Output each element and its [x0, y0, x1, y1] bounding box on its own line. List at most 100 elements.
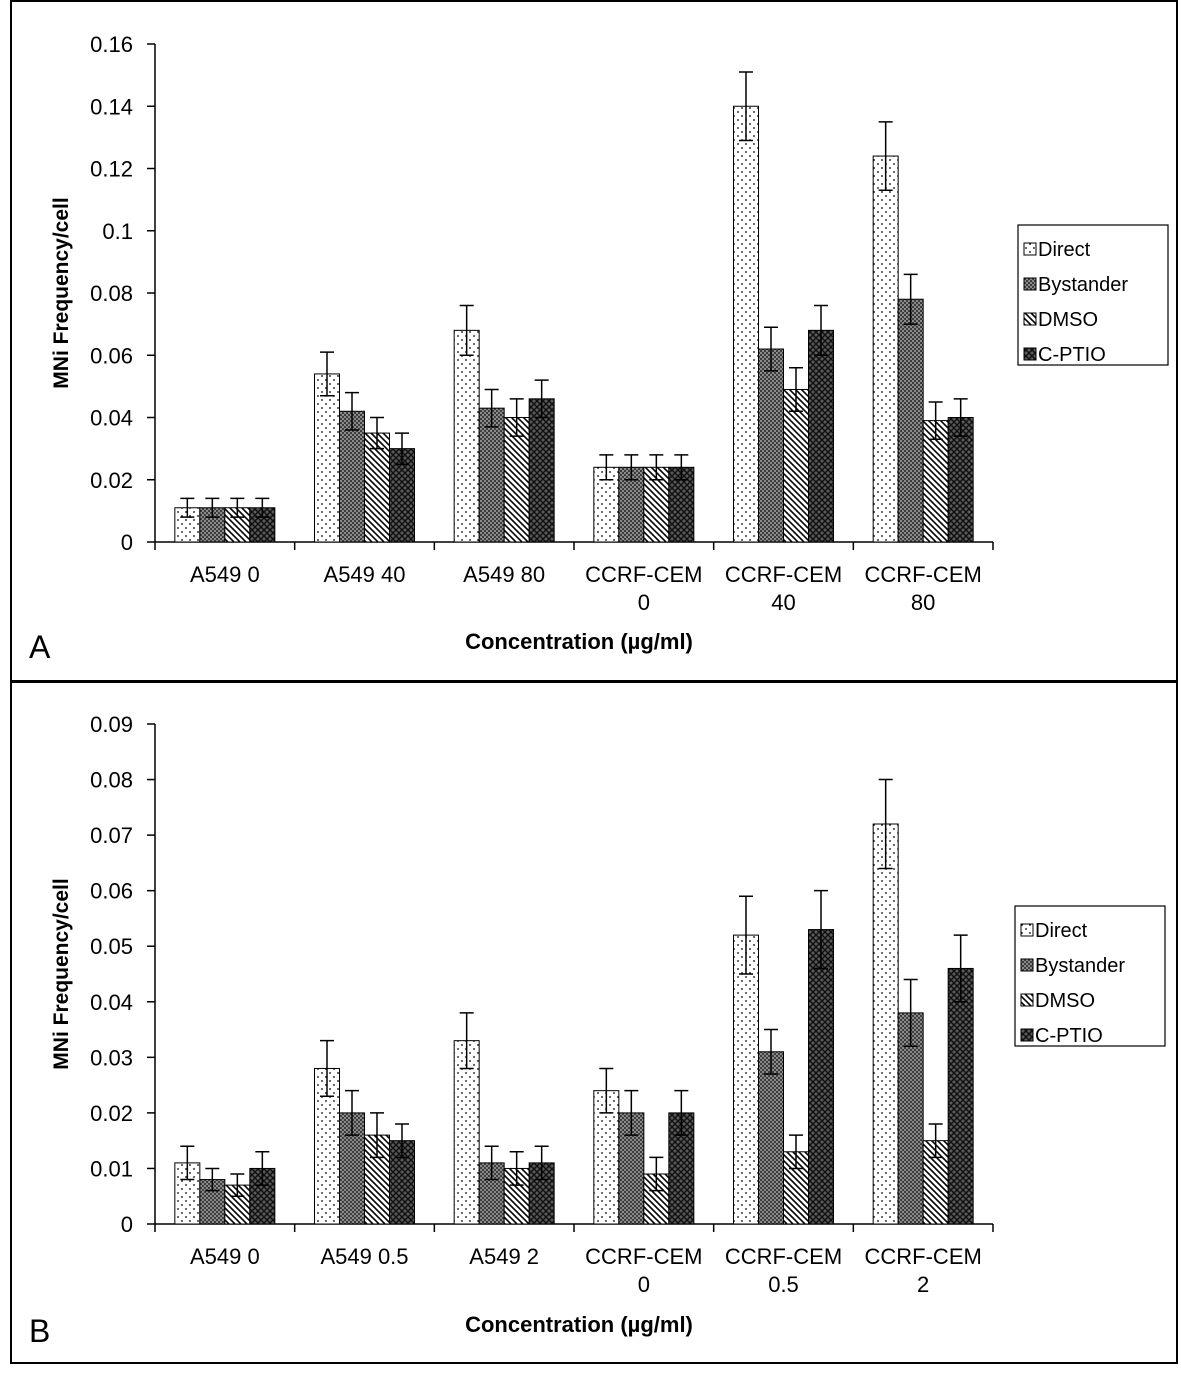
chart-panel-b: 0 0.01 0.02 0.03 0.04 0.05 0.06 0.07 0.08 0.09 A54…	[10, 681, 1178, 1364]
y-tick-label: 0.04	[90, 406, 133, 431]
bar-dmso	[503, 417, 530, 543]
x-tick-label: CCRF-CEM	[725, 1244, 842, 1269]
x-tick-label: A549 0.5	[320, 1244, 408, 1269]
x-tick-label: CCRF-CEM	[585, 562, 702, 587]
y-tick-label: 0.03	[90, 1045, 133, 1070]
error-bar	[789, 366, 803, 413]
x-tick-label: A549 0	[190, 1244, 260, 1269]
chart-panel-a: 0 0.02 0.04 0.06 0.08 0.1 0.12 0.14 0.16 A549 0 A5…	[10, 0, 1178, 682]
x-tick-label: CCRF-CEM	[865, 562, 982, 587]
x-tick-label: A549 80	[463, 562, 545, 587]
bar-bystander	[897, 298, 924, 543]
error-bar	[370, 416, 384, 450]
y-tick-label: 0.07	[90, 823, 133, 848]
x-tick-label: CCRF-CEM	[725, 562, 842, 587]
error-bar	[230, 497, 245, 518]
legend: Direct Bystander DMSO C-PTIO	[1017, 224, 1169, 366]
y-tick-label: 0.12	[90, 157, 133, 182]
x-tick-label: 80	[911, 590, 935, 615]
bar-c-ptio	[808, 329, 834, 543]
error-bar	[509, 1151, 524, 1186]
legend-swatch-c-ptio	[1023, 347, 1037, 361]
error-bar	[953, 934, 968, 1003]
y-tick-label: 0.05	[90, 934, 133, 959]
bar-direct	[872, 155, 899, 543]
legend-entry-bystander: Bystander	[1038, 274, 1128, 296]
error-bar	[903, 273, 918, 325]
error-bar	[345, 1089, 359, 1136]
error-bar	[878, 121, 893, 192]
bar-chart-a: 0 0.02 0.04 0.06 0.08 0.1 0.12 0.14 0.16 A549 0 A5…	[29, 32, 1169, 665]
error-bar	[878, 778, 893, 870]
bar-bystander	[758, 348, 784, 543]
error-bar	[320, 1039, 334, 1097]
legend-swatch-bystander	[1020, 958, 1034, 972]
y-axis-label: MNi Frequency/cell	[50, 197, 73, 388]
error-bar	[764, 326, 778, 372]
error-bar	[180, 497, 195, 518]
error-bar	[484, 1145, 499, 1181]
y-tick-label: 0.06	[90, 343, 133, 368]
bar-dmso	[783, 388, 809, 543]
bar-c-ptio	[947, 967, 974, 1225]
x-tick-label: 0.5	[768, 1272, 799, 1297]
y-tick-label: 0.02	[90, 1101, 133, 1126]
error-bar	[205, 1167, 220, 1192]
legend-entry-dmso: DMSO	[1038, 309, 1098, 331]
bar-dmso	[224, 1184, 251, 1225]
panel-label: B	[29, 1313, 50, 1349]
error-bar	[674, 1089, 689, 1136]
legend-entry-c-ptio: C-PTIO	[1038, 344, 1106, 366]
error-bar	[599, 1067, 614, 1114]
bar-dmso	[364, 432, 390, 543]
error-bar	[928, 1123, 943, 1159]
y-tick-label: 0.04	[90, 990, 133, 1015]
error-bar	[205, 497, 220, 518]
y-tick-label: 0.01	[90, 1156, 133, 1181]
error-bar	[255, 1151, 270, 1186]
x-tick-label: A549 2	[469, 1244, 539, 1269]
error-bar	[370, 1112, 384, 1159]
error-bar	[814, 889, 828, 970]
bar-chart-b: 0 0.01 0.02 0.03 0.04 0.05 0.06 0.07 0.08 0.09 A54…	[29, 712, 1166, 1349]
bar-bystander	[897, 1012, 924, 1225]
error-bar	[649, 1156, 664, 1192]
legend-swatch-direct	[1023, 242, 1037, 256]
bar-direct	[453, 329, 480, 543]
bar-direct	[733, 934, 759, 1225]
bar-dmso	[922, 420, 949, 543]
x-tick-label: 0	[638, 1272, 650, 1297]
y-tick-label: 0.14	[90, 94, 133, 119]
bar-direct	[872, 823, 899, 1225]
legend-entry-dmso: DMSO	[1035, 990, 1095, 1012]
bar-direct	[453, 1040, 480, 1225]
y-tick-label: 0.09	[90, 712, 133, 737]
y-tick-label: 0	[121, 530, 133, 555]
x-axis-label: Concentration (µg/ml)	[465, 629, 693, 654]
y-tick-label: 0.02	[90, 468, 133, 493]
y-tick-label: 0.08	[90, 768, 133, 793]
bar-c-ptio	[808, 929, 834, 1225]
error-bar	[345, 391, 359, 431]
error-bar	[624, 454, 639, 481]
error-bar	[320, 351, 334, 397]
y-tick-label: 0.1	[102, 219, 133, 244]
error-bar	[739, 71, 753, 142]
error-bar	[764, 1028, 778, 1075]
error-bar	[534, 1145, 549, 1181]
error-bar	[649, 454, 664, 481]
error-bar	[180, 1145, 195, 1181]
legend-swatch-bystander	[1023, 277, 1037, 291]
error-bar	[395, 432, 409, 465]
error-bar	[953, 398, 968, 437]
error-bar	[599, 454, 614, 481]
bar-bystander	[758, 1051, 784, 1225]
y-tick-label: 0.06	[90, 879, 133, 904]
error-bar	[395, 1123, 409, 1159]
legend-swatch-dmso	[1023, 312, 1037, 326]
legend-entry-direct: Direct	[1035, 920, 1088, 942]
error-bar	[459, 1012, 474, 1070]
error-bar	[814, 304, 828, 356]
x-tick-label: 0	[638, 590, 650, 615]
error-bar	[459, 304, 474, 356]
